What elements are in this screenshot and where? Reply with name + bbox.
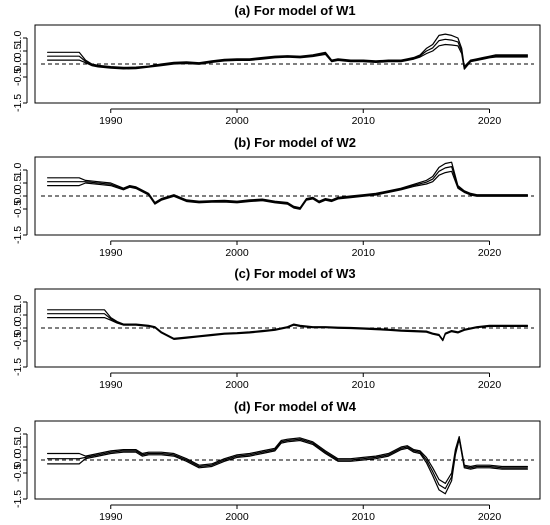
y-tick-label: -1.5 bbox=[12, 94, 24, 112]
y-tick-label: 1.0 bbox=[12, 31, 24, 46]
x-tick-label: 2010 bbox=[352, 115, 376, 127]
y-tick-label: 0.0 bbox=[12, 321, 24, 336]
y-tick-label: -0.5 bbox=[12, 332, 24, 350]
x-tick-label: 2020 bbox=[478, 115, 502, 127]
y-tick-label: -1.5 bbox=[12, 490, 24, 508]
y-tick-label: -1.5 bbox=[12, 226, 24, 244]
y-tick-label: 0.5 bbox=[12, 176, 24, 191]
x-tick-label: 2010 bbox=[352, 511, 376, 523]
x-tick-label: 2010 bbox=[352, 247, 376, 259]
y-tick-label: -0.5 bbox=[12, 200, 24, 218]
y-tick-label: 1.0 bbox=[12, 427, 24, 442]
x-tick-label: 1990 bbox=[99, 247, 123, 259]
y-tick-label: -0.5 bbox=[12, 464, 24, 482]
y-tick-label: 0.5 bbox=[12, 44, 24, 59]
series-line bbox=[46, 43, 529, 70]
panel-title: (d) For model of W4 bbox=[234, 399, 357, 414]
series-line bbox=[46, 313, 529, 341]
panel-title: (a) For model of W1 bbox=[234, 3, 355, 18]
panel-w3: (c) For model of W3 -1.5 -0.50.00.51.0 199… bbox=[12, 266, 541, 391]
x-tick-label: 1990 bbox=[99, 379, 123, 391]
plot-frame bbox=[34, 420, 541, 500]
panel-title: (b) For model of W2 bbox=[234, 135, 356, 150]
plot-frame bbox=[34, 288, 541, 368]
y-tick-label: -1.5 bbox=[12, 358, 24, 376]
series-line bbox=[46, 161, 529, 209]
x-tick-label: 1990 bbox=[99, 115, 123, 127]
x-tick-label: 2020 bbox=[478, 379, 502, 391]
y-tick-label: 0.0 bbox=[12, 57, 24, 72]
x-tick-label: 2000 bbox=[225, 247, 249, 259]
x-tick-label: 2000 bbox=[225, 511, 249, 523]
series-line bbox=[46, 309, 529, 341]
series-line bbox=[46, 33, 529, 69]
panel-w1: (a) For model of W1 -1.5 -0.50.00.51.0 199… bbox=[12, 3, 541, 127]
series-line bbox=[46, 166, 529, 210]
y-tick-label: 0.0 bbox=[12, 189, 24, 204]
x-tick-label: 2000 bbox=[225, 379, 249, 391]
panel-title: (c) For model of W3 bbox=[234, 266, 355, 281]
y-tick-label: -0.5 bbox=[12, 68, 24, 86]
y-tick-label: 0.5 bbox=[12, 440, 24, 455]
x-tick-label: 1990 bbox=[99, 511, 123, 523]
x-tick-label: 2000 bbox=[225, 115, 249, 127]
series-line bbox=[46, 438, 529, 495]
series-line bbox=[46, 437, 529, 490]
y-tick-label: 0.5 bbox=[12, 308, 24, 323]
panel-w2: (b) For model of W2 -1.5 -0.50.00.51.0 199… bbox=[12, 135, 541, 259]
y-tick-label: 1.0 bbox=[12, 163, 24, 178]
series-line bbox=[46, 170, 529, 210]
plot-frame bbox=[34, 156, 541, 236]
y-tick-label: 0.0 bbox=[12, 453, 24, 468]
x-tick-label: 2020 bbox=[478, 247, 502, 259]
y-tick-label: 1.0 bbox=[12, 295, 24, 310]
x-tick-label: 2010 bbox=[352, 379, 376, 391]
plot-frame bbox=[34, 24, 541, 104]
panel-w4: (d) For model of W4 -1.5 -0.50.00.51.0 199… bbox=[12, 399, 541, 523]
series-line bbox=[46, 317, 529, 342]
x-tick-label: 2020 bbox=[478, 511, 502, 523]
